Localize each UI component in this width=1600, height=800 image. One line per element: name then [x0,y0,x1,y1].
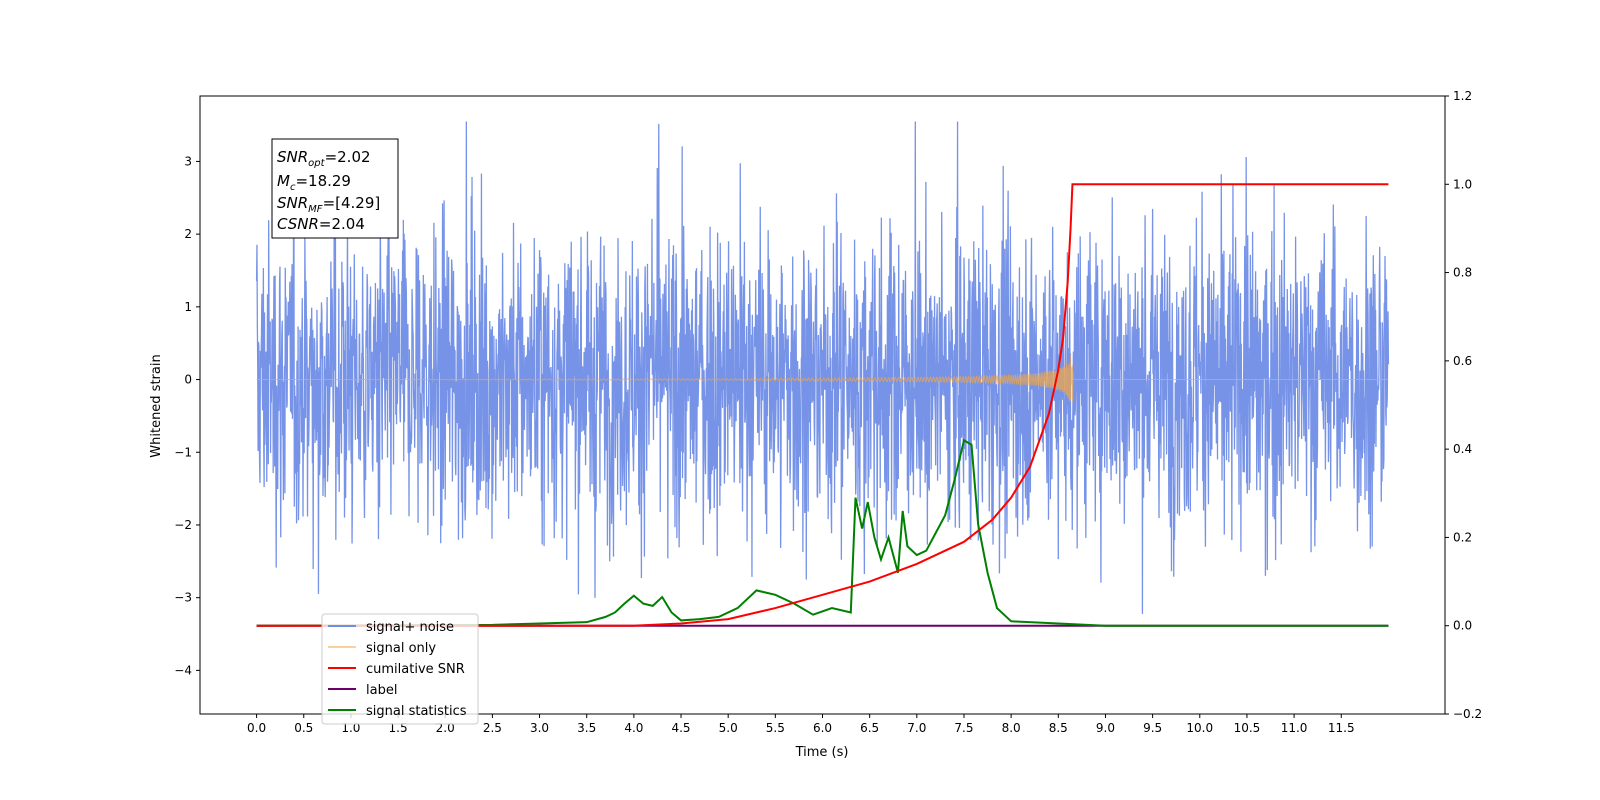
series-signal-noise-line [255,121,1390,614]
y-axis-label: Whitened strain [149,354,164,457]
x-tick-label: 6.5 [860,721,879,735]
x-tick-label: 5.0 [719,721,738,735]
x-tick-label: 4.5 [671,721,690,735]
legend-label-signal-only: signal only [366,641,436,656]
series-signal-statistics-line [256,438,1389,627]
y2-tick-label: −0.2 [1453,707,1482,721]
x-tick-label: 2.5 [483,721,502,735]
y2-tick-label: 0.0 [1453,619,1472,633]
y-tick-label: −2 [174,518,192,532]
y-tick-label: −4 [174,663,192,677]
y2-tick-label: 0.2 [1453,530,1472,544]
x-tick-label: 11.0 [1281,721,1308,735]
x-tick-label: 9.0 [1096,721,1115,735]
y-tick-label: −1 [174,445,192,459]
y-tick-label: 1 [184,300,192,314]
legend-label-signal-noise: signal+ noise [366,620,454,635]
x-tick-label: 10.0 [1186,721,1213,735]
legend: signal+ noise signal only cumilative SNR… [321,613,479,725]
x-tick-label: 5.5 [766,721,785,735]
y-tick-label: 2 [184,227,192,241]
x-tick-label: 7.0 [907,721,926,735]
x-tick-label: 10.5 [1234,721,1261,735]
y2-tick-label: 0.4 [1453,442,1472,456]
y-tick-label: −3 [174,591,192,605]
legend-label-cumulative-snr: cumilative SNR [366,662,465,677]
y2-tick-label: 1.2 [1453,89,1472,103]
series-signal-only-line [256,354,1389,402]
y-tick-label: 0 [184,373,192,387]
y2-tick-label: 0.8 [1453,266,1472,280]
annotation-box: SNRopt=2.02 Mc=18.29 SNRMF=[4.29] CSNR=2… [271,138,399,239]
legend-label-signal-statistics: signal statistics [366,704,467,719]
x-tick-label: 8.0 [1002,721,1021,735]
x-tick-label: 0.5 [294,721,313,735]
y-tick-label: 3 [184,154,192,168]
x-tick-label: 6.0 [813,721,832,735]
x-tick-label: 9.5 [1143,721,1162,735]
x-tick-label: 7.5 [954,721,973,735]
legend-label-label: label [366,683,397,698]
y2-tick-label: 0.6 [1453,354,1472,368]
x-tick-label: 4.0 [624,721,643,735]
series-cumulative-snr-line [256,183,1389,627]
annotation-snr-opt: SNRopt=2.02 [277,148,371,169]
annotation-csnr: CSNR=2.04 [277,215,365,233]
y2-tick-label: 1.0 [1453,177,1472,191]
annotation-snr-mf: SNRMF=[4.29] [277,194,380,215]
x-tick-label: 11.5 [1328,721,1355,735]
x-tick-label: 8.5 [1049,721,1068,735]
x-tick-label: 0.0 [247,721,266,735]
x-tick-label: 3.0 [530,721,549,735]
x-tick-label: 3.5 [577,721,596,735]
x-axis-label: Time (s) [795,745,849,760]
annotation-mc: Mc=18.29 [277,172,351,193]
